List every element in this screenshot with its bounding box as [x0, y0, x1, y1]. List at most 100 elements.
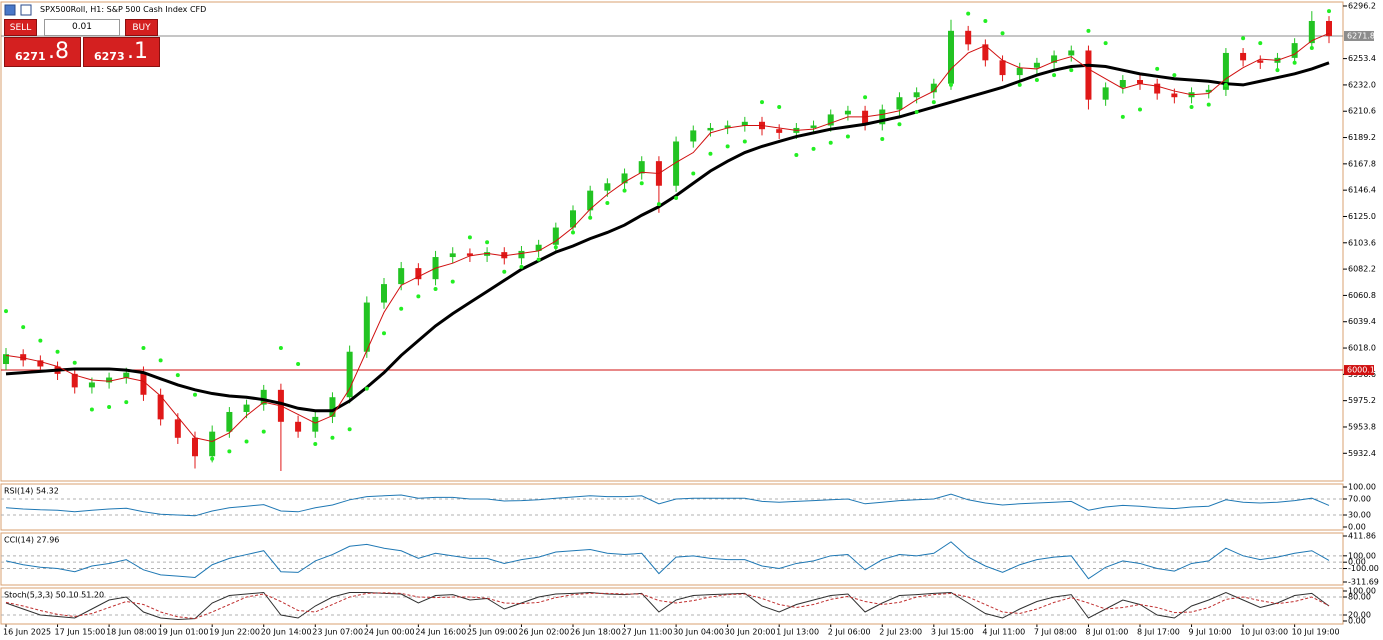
- candle-body: [123, 372, 130, 378]
- y-tick-label: 0.00: [1348, 523, 1366, 532]
- buy-button[interactable]: BUY: [125, 19, 158, 36]
- candle-body: [243, 404, 250, 412]
- sar-dot: [863, 95, 868, 100]
- sar-dot: [1309, 46, 1314, 51]
- ask-price[interactable]: 6273.1: [83, 37, 160, 67]
- sar-dot: [622, 188, 627, 193]
- candle-body: [673, 141, 680, 186]
- sar-dot: [55, 349, 60, 354]
- sar-dot: [124, 400, 129, 405]
- candle-body: [329, 397, 336, 417]
- y-tick-label: 6296.2: [1348, 1, 1376, 10]
- candle-body: [1137, 80, 1143, 84]
- candle-body: [415, 268, 422, 280]
- x-tick-label: 30 Jun 04:00: [673, 628, 724, 637]
- candle-body: [621, 173, 628, 184]
- sar-dot: [742, 139, 747, 144]
- candle-body: [1119, 80, 1126, 88]
- indicator-title: Stoch(5,3,3) 50.10 51.20: [4, 591, 104, 600]
- x-tick-label: 7 Jul 08:00: [1034, 628, 1077, 637]
- candle-body: [587, 190, 594, 211]
- y-tick-label: 6039.4: [1348, 317, 1376, 326]
- candle-body: [1171, 93, 1178, 98]
- sar-dot: [502, 269, 507, 274]
- candle-body: [1016, 67, 1023, 76]
- x-tick-label: 2 Jul 06:00: [828, 628, 871, 637]
- sar-dot: [691, 171, 696, 176]
- sar-dot: [330, 435, 335, 440]
- candle-body: [209, 431, 216, 457]
- sar-dot: [1241, 36, 1246, 41]
- bid-main: 6271: [15, 50, 46, 63]
- x-tick-label: 16 Jun 2025: [3, 628, 51, 637]
- y-tick-label: -311.69: [1348, 578, 1379, 587]
- x-tick-label: 27 Jun 11:00: [622, 628, 673, 637]
- ask-frac: .1: [127, 39, 148, 64]
- candle-body: [1257, 60, 1264, 63]
- candle-body: [518, 250, 525, 259]
- sar-dot: [880, 137, 885, 142]
- candle-body: [1240, 52, 1247, 61]
- sar-dot: [1155, 66, 1160, 71]
- sar-dot: [313, 441, 318, 446]
- sar-dot: [674, 196, 679, 201]
- candle-body: [879, 109, 886, 125]
- sar-dot: [158, 358, 163, 363]
- candle-body: [896, 97, 903, 110]
- sar-dot: [296, 362, 301, 367]
- sar-dot: [914, 109, 919, 114]
- y-tick-label: 5932.4: [1348, 449, 1376, 458]
- y-tick-label: 0.00: [1348, 617, 1366, 626]
- sar-dot: [1120, 114, 1125, 119]
- y-tick-label: 6146.4: [1348, 186, 1376, 195]
- candle-body: [363, 302, 370, 352]
- candle-body: [312, 416, 319, 432]
- x-tick-label: 10 Jul 03:00: [1240, 628, 1288, 637]
- sar-dot: [1206, 102, 1211, 107]
- y-tick-label: 6018.0: [1348, 344, 1376, 353]
- indicator-title: RSI(14) 54.32: [4, 487, 59, 496]
- moving-average: [5, 61, 1330, 413]
- sar-dot: [89, 407, 94, 412]
- sar-dot: [777, 105, 782, 110]
- sar-dot: [966, 11, 971, 16]
- y-tick-label: 411.86: [1348, 532, 1376, 541]
- candle-body: [965, 30, 972, 45]
- candle-body: [535, 244, 542, 251]
- sar-dot: [38, 338, 43, 343]
- sar-dot: [1258, 41, 1263, 46]
- x-tick-label: 8 Jul 01:00: [1085, 628, 1128, 637]
- price-label: 6271.8: [1347, 31, 1375, 40]
- x-tick-label: 10 Jul 19:00: [1292, 628, 1340, 637]
- x-tick-label: 8 Jul 17:00: [1137, 628, 1180, 637]
- candle-body: [484, 252, 491, 256]
- candle-body: [346, 351, 353, 398]
- sar-dot: [107, 405, 112, 410]
- y-tick-label: 100.00: [1348, 587, 1376, 596]
- y-tick-label: -100.00: [1348, 564, 1379, 573]
- candle-body: [226, 411, 233, 432]
- x-tick-label: 18 Jun 08:00: [106, 628, 157, 637]
- candle-body: [707, 127, 714, 131]
- bid-price[interactable]: 6271.8: [4, 37, 81, 67]
- y-tick-label: 70.00: [1348, 495, 1371, 504]
- sar-dot: [931, 100, 936, 105]
- sar-dot: [760, 100, 764, 105]
- candle-body: [1222, 52, 1229, 90]
- y-tick-label: 0.00: [1348, 558, 1366, 567]
- candle-body: [106, 377, 113, 383]
- ask-main: 6273: [94, 50, 125, 63]
- sar-dot: [1138, 107, 1142, 112]
- candle-body: [88, 382, 95, 388]
- sar-dot: [845, 134, 850, 139]
- sar-dot: [949, 82, 953, 87]
- y-tick-label: 30.00: [1348, 511, 1371, 520]
- sell-button[interactable]: SELL: [4, 19, 37, 36]
- candle-body: [20, 354, 27, 361]
- candle-body: [1033, 62, 1040, 68]
- sar-dot: [571, 230, 575, 235]
- lot-size[interactable]: 0.01: [44, 19, 120, 36]
- sar-dot: [1034, 78, 1039, 83]
- indicator-line: [5, 591, 1330, 621]
- candle-body: [862, 110, 869, 125]
